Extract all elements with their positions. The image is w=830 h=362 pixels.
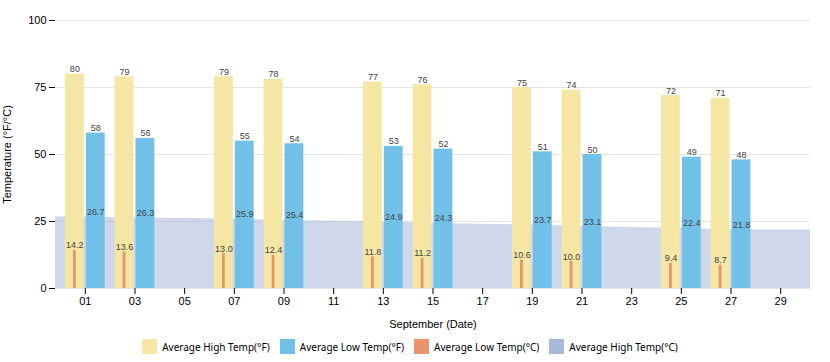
- html-text:Average High Temp(°C): Average High Temp(°C): [569, 339, 678, 354]
- svg-text:21.8: 21.8: [733, 220, 751, 230]
- svg-text:12.4: 12.4: [265, 245, 283, 255]
- html-text:Average Low Temp(°F): Average Low Temp(°F): [299, 339, 405, 354]
- svg-text:56: 56: [140, 128, 150, 138]
- svg-text:10.6: 10.6: [513, 250, 531, 260]
- svg-text:13.0: 13.0: [215, 244, 233, 254]
- svg-text:07: 07: [228, 295, 240, 307]
- svg-text:11: 11: [328, 295, 339, 307]
- svg-text:22.4: 22.4: [683, 218, 701, 228]
- svg-text:8.7: 8.7: [714, 255, 727, 265]
- svg-text:74: 74: [567, 80, 577, 90]
- svg-text:76: 76: [418, 75, 428, 85]
- svg-text:23.7: 23.7: [534, 215, 552, 225]
- svg-text:0: 0: [40, 282, 46, 294]
- svg-text:27: 27: [725, 295, 737, 307]
- svg-text:52: 52: [438, 139, 448, 149]
- svg-text:11.8: 11.8: [364, 247, 381, 257]
- svg-text:23.1: 23.1: [584, 217, 602, 227]
- svg-text:21: 21: [576, 295, 588, 307]
- svg-text:55: 55: [240, 131, 250, 141]
- svg-text:79: 79: [120, 67, 130, 77]
- svg-text:80: 80: [70, 64, 80, 74]
- svg-text:9.4: 9.4: [665, 253, 678, 263]
- svg-text:79: 79: [219, 67, 229, 77]
- svg-text:24.9: 24.9: [385, 212, 403, 222]
- svg-text:54: 54: [289, 134, 299, 144]
- svg-text:53: 53: [389, 136, 399, 146]
- svg-text:72: 72: [666, 86, 676, 96]
- svg-text:71: 71: [716, 88, 726, 98]
- svg-text:23: 23: [626, 295, 638, 307]
- svg-text:25.4: 25.4: [286, 210, 304, 220]
- html-text:Average Low Temp(°C): Average Low Temp(°C): [434, 339, 540, 354]
- svg-text:50: 50: [587, 145, 597, 155]
- svg-text:14.2: 14.2: [66, 240, 84, 250]
- svg-text:15: 15: [427, 295, 439, 307]
- svg-text:75: 75: [34, 81, 46, 93]
- svg-text:10.0: 10.0: [563, 252, 581, 262]
- svg-text:49: 49: [687, 147, 697, 157]
- svg-text:25: 25: [675, 295, 687, 307]
- svg-text:78: 78: [269, 69, 279, 79]
- svg-text:13.6: 13.6: [116, 242, 134, 252]
- svg-text:48: 48: [736, 150, 746, 160]
- svg-text:03: 03: [129, 295, 141, 307]
- svg-text:100: 100: [28, 14, 46, 26]
- svg-text:77: 77: [368, 72, 378, 82]
- svg-text:19: 19: [526, 295, 538, 307]
- svg-text:26.7: 26.7: [87, 207, 105, 217]
- svg-text:25: 25: [34, 215, 46, 227]
- svg-text:51: 51: [538, 142, 548, 152]
- svg-text:29: 29: [775, 295, 787, 307]
- svg-text:26.3: 26.3: [137, 208, 155, 218]
- svg-text:11.2: 11.2: [414, 248, 431, 258]
- svg-text:58: 58: [91, 123, 101, 133]
- svg-text:24.3: 24.3: [435, 213, 453, 223]
- svg-text:75: 75: [517, 78, 527, 88]
- svg-text:09: 09: [278, 295, 290, 307]
- svg-text:17: 17: [477, 295, 489, 307]
- svg-text:Temperature (°F/°C): Temperature (°F/°C): [1, 105, 13, 204]
- svg-text:50: 50: [34, 148, 46, 160]
- svg-text:05: 05: [179, 295, 191, 307]
- svg-text:01: 01: [79, 295, 91, 307]
- svg-text:13: 13: [377, 295, 389, 307]
- html-text:Average High Temp(°F): Average High Temp(°F): [162, 339, 270, 354]
- svg-text:September (Date): September (Date): [389, 318, 476, 330]
- svg-text:25.9: 25.9: [236, 209, 254, 219]
